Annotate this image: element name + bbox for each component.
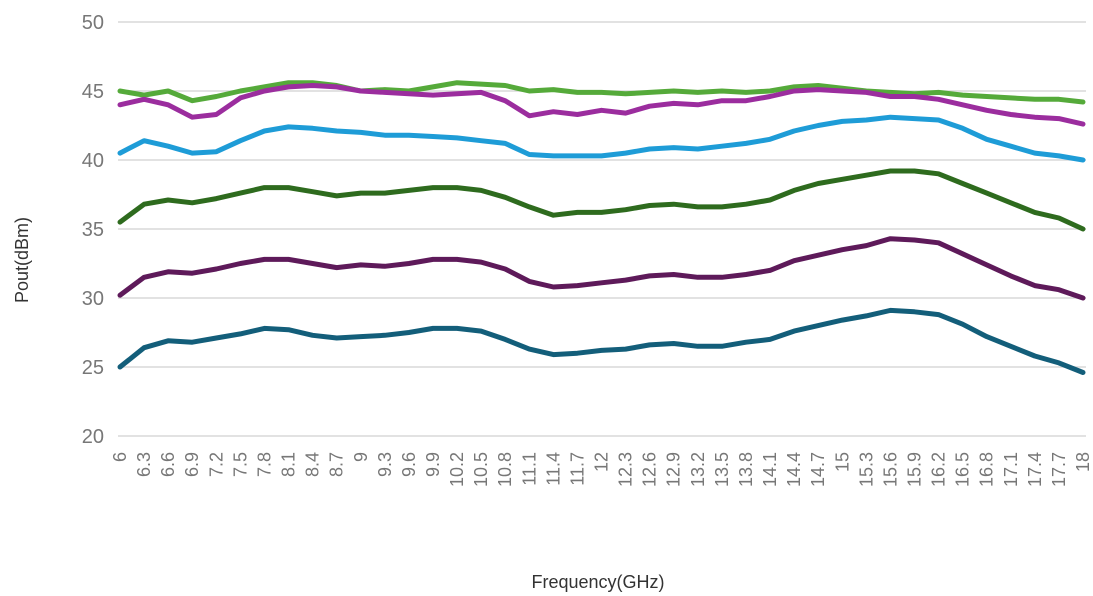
x-tick-label: 16.5 — [953, 452, 973, 487]
y-tick-label: 50 — [82, 12, 104, 34]
series-line-3 — [117, 114, 1086, 163]
x-tick-label: 8.1 — [279, 452, 299, 477]
x-tick-label: 12 — [592, 452, 612, 472]
x-tick-label: 11.1 — [519, 452, 539, 486]
series-line-5 — [117, 236, 1086, 301]
y-tick-label: 30 — [82, 288, 104, 310]
series-line-2 — [117, 83, 1086, 127]
y-axis-title: Pout(dBm) — [12, 217, 32, 303]
x-tick-label: 10.5 — [471, 452, 491, 487]
x-tick-label: 9 — [351, 452, 371, 462]
x-tick-label: 15 — [832, 452, 852, 472]
series-line-1 — [117, 80, 1086, 105]
y-tick-label: 40 — [82, 150, 104, 172]
x-tick-label: 15.9 — [904, 452, 924, 487]
x-tick-label: 6.9 — [182, 452, 202, 477]
x-tick-label: 10.8 — [495, 452, 515, 487]
x-tick-label: 10.2 — [447, 452, 467, 487]
x-axis-title: Frequency(GHz) — [531, 572, 664, 592]
x-tick-label: 13.8 — [736, 452, 756, 487]
x-tick-label: 12.9 — [664, 452, 684, 487]
x-tick-label: 6 — [110, 452, 130, 462]
series-line-6 — [117, 307, 1086, 375]
y-axis-ticks: 20 25 30 35 40 45 50 — [82, 12, 104, 448]
x-tick-label: 11.7 — [567, 452, 587, 486]
y-tick-label: 20 — [82, 426, 104, 448]
x-axis-ticks: 6 6.3 6.6 6.9 7.2 7.5 7.8 8.1 8.4 8.7 9 9.3 9.6 9.9 10… — [110, 452, 1093, 487]
x-tick-label: 7.5 — [230, 452, 250, 477]
x-tick-label: 17.1 — [1001, 452, 1021, 487]
x-tick-label: 9.9 — [423, 452, 443, 477]
x-tick-label: 12.3 — [616, 452, 636, 487]
y-tick-label: 35 — [82, 219, 104, 241]
x-tick-label: 12.6 — [640, 452, 660, 487]
x-tick-label: 17.4 — [1025, 452, 1045, 487]
x-tick-label: 16.8 — [977, 452, 997, 487]
x-tick-label: 8.4 — [303, 452, 323, 477]
x-tick-label: 7.2 — [206, 452, 226, 477]
x-tick-label: 17.7 — [1049, 452, 1069, 487]
x-tick-label: 18 — [1073, 452, 1093, 472]
x-tick-label: 13.5 — [712, 452, 732, 487]
y-tick-label: 25 — [82, 357, 104, 379]
x-tick-label: 7.8 — [254, 452, 274, 477]
y-tick-label: 45 — [82, 81, 104, 103]
x-tick-label: 8.7 — [327, 452, 347, 477]
gridlines — [118, 21, 1086, 437]
x-tick-label: 14.7 — [808, 452, 828, 487]
x-tick-label: 15.6 — [880, 452, 900, 487]
x-tick-label: 9.3 — [375, 452, 395, 477]
x-tick-label: 6.6 — [158, 452, 178, 477]
series-line-4 — [117, 168, 1086, 232]
x-tick-label: 14.1 — [760, 452, 780, 487]
x-tick-label: 11.4 — [543, 452, 563, 486]
x-tick-label: 13.2 — [688, 452, 708, 487]
x-tick-label: 16.2 — [929, 452, 949, 487]
x-tick-label: 14.4 — [784, 452, 804, 487]
x-tick-label: 6.3 — [134, 452, 154, 477]
x-tick-label: 9.6 — [399, 452, 419, 477]
series-lines — [117, 80, 1086, 375]
x-tick-label: 15.3 — [856, 452, 876, 487]
